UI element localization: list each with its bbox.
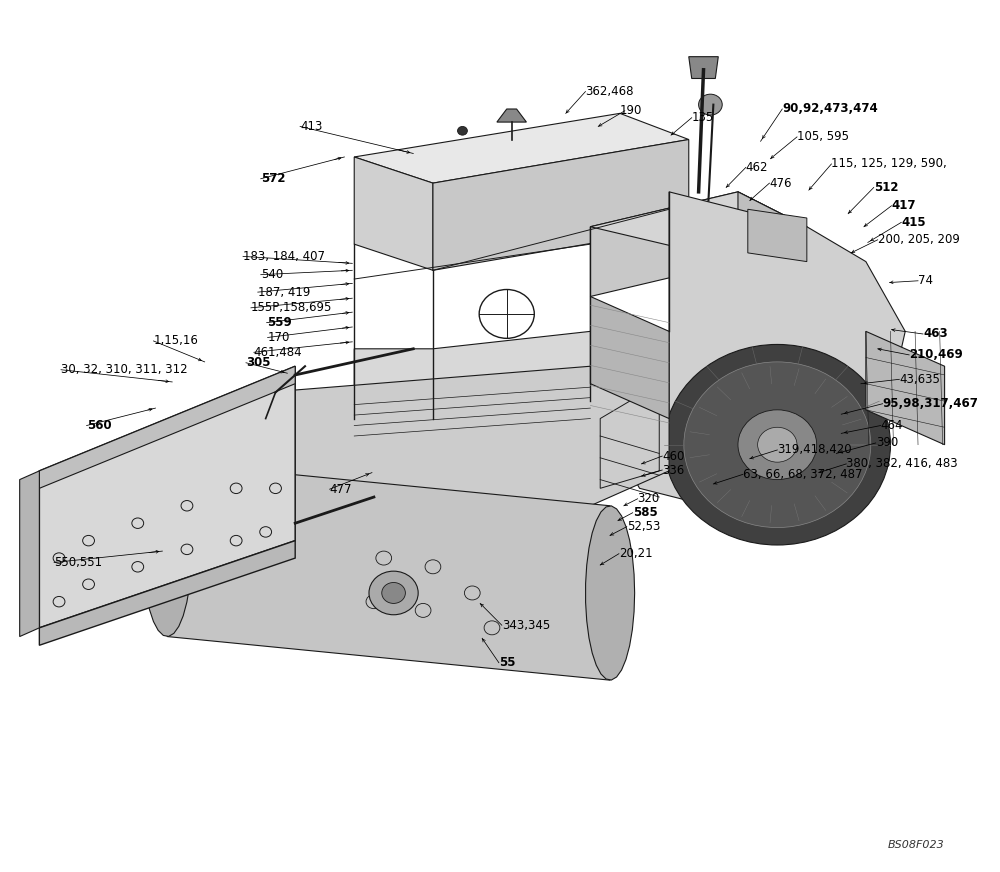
Text: 200, 205, 209: 200, 205, 209	[878, 234, 960, 246]
Text: 572: 572	[261, 173, 285, 185]
Text: 476: 476	[769, 177, 792, 189]
Text: 463: 463	[923, 328, 948, 340]
Text: 95,98,317,467: 95,98,317,467	[883, 398, 978, 410]
Circle shape	[738, 410, 817, 480]
Text: 390: 390	[876, 437, 898, 449]
Text: 55: 55	[499, 657, 515, 669]
Text: 512: 512	[874, 181, 898, 194]
Text: 155P,158,695: 155P,158,695	[251, 302, 332, 314]
Text: 135: 135	[692, 112, 714, 124]
Polygon shape	[433, 140, 689, 270]
Text: 540: 540	[261, 269, 283, 281]
Polygon shape	[39, 541, 295, 645]
Text: 170: 170	[268, 331, 290, 344]
Text: 63, 66, 68, 372, 487: 63, 66, 68, 372, 487	[743, 468, 862, 480]
Text: 105, 595: 105, 595	[797, 131, 849, 143]
Text: 43,635: 43,635	[899, 373, 940, 385]
Text: 52,53: 52,53	[627, 521, 660, 533]
Polygon shape	[590, 296, 669, 419]
Polygon shape	[590, 192, 807, 296]
Text: 319,418,420: 319,418,420	[777, 444, 852, 456]
Text: 20,21: 20,21	[619, 548, 653, 560]
Text: 585: 585	[633, 507, 657, 519]
Text: 190: 190	[620, 105, 642, 117]
Text: 550,551: 550,551	[54, 556, 102, 569]
Polygon shape	[354, 157, 433, 270]
Text: 183, 184, 407: 183, 184, 407	[243, 250, 325, 262]
Polygon shape	[39, 366, 295, 488]
Text: 210,469: 210,469	[909, 349, 963, 361]
Text: 320: 320	[638, 493, 660, 505]
Text: 336: 336	[662, 464, 684, 476]
Text: 305: 305	[246, 357, 270, 369]
Polygon shape	[866, 331, 945, 445]
Text: 362,468: 362,468	[585, 85, 634, 98]
Text: 30, 32, 310, 311, 312: 30, 32, 310, 311, 312	[61, 364, 188, 376]
Text: 1,15,16: 1,15,16	[153, 335, 198, 347]
Circle shape	[758, 427, 797, 462]
Polygon shape	[143, 462, 192, 637]
Polygon shape	[354, 113, 689, 183]
Text: 560: 560	[87, 419, 111, 432]
Text: 343,345: 343,345	[502, 619, 550, 631]
Polygon shape	[748, 209, 807, 262]
Text: 74: 74	[918, 275, 933, 287]
Polygon shape	[689, 57, 718, 78]
Text: 417: 417	[891, 200, 916, 212]
Text: 461,484: 461,484	[254, 346, 302, 358]
Circle shape	[382, 582, 405, 603]
Circle shape	[684, 362, 871, 528]
Polygon shape	[20, 471, 39, 637]
Text: 187, 419: 187, 419	[258, 286, 310, 298]
Circle shape	[699, 94, 722, 115]
Circle shape	[458, 126, 467, 135]
Polygon shape	[354, 331, 669, 419]
Polygon shape	[590, 192, 807, 262]
Polygon shape	[266, 331, 669, 506]
Text: BS08F023: BS08F023	[888, 841, 945, 850]
Text: 462: 462	[746, 161, 768, 174]
Text: 115, 125, 129, 590,: 115, 125, 129, 590,	[831, 158, 947, 170]
Polygon shape	[586, 506, 635, 680]
Polygon shape	[497, 109, 526, 122]
Text: 413: 413	[300, 120, 322, 133]
Text: 559: 559	[267, 317, 291, 329]
Polygon shape	[39, 366, 295, 628]
Text: 415: 415	[901, 216, 926, 228]
Text: 464: 464	[881, 419, 903, 432]
Polygon shape	[738, 192, 807, 331]
Text: 460: 460	[662, 450, 685, 462]
Polygon shape	[167, 462, 610, 680]
Text: 90,92,473,474: 90,92,473,474	[782, 103, 878, 115]
Text: 380, 382, 416, 483: 380, 382, 416, 483	[846, 458, 958, 470]
Circle shape	[664, 344, 890, 545]
Polygon shape	[610, 192, 905, 506]
Text: 477: 477	[330, 483, 352, 495]
Circle shape	[369, 571, 418, 615]
Polygon shape	[266, 506, 590, 541]
